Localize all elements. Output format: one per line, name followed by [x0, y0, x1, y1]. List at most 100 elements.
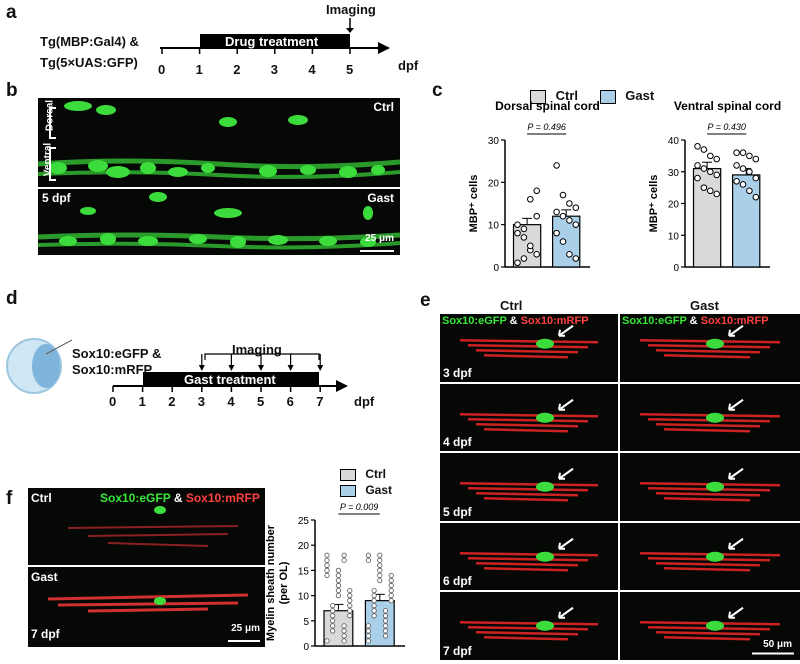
data-point: [746, 187, 753, 195]
data-point: [514, 259, 521, 267]
data-point: [559, 238, 567, 245]
micrograph-e-gast-4dpf: [620, 383, 800, 451]
data-point: [341, 557, 347, 563]
myelin-sheath: [483, 636, 569, 641]
myelin-sheath: [655, 492, 761, 497]
data-point: [694, 174, 701, 182]
y-axis-label: (per OL): [278, 561, 290, 604]
myelin-sheath: [655, 349, 761, 354]
data-point: [746, 168, 753, 176]
ctrl-header-e: Ctrl: [500, 298, 523, 313]
oligodendrocyte-cell: [536, 481, 554, 492]
marker-green-f: Sox10:eGFP: [100, 491, 171, 505]
data-point: [746, 152, 753, 160]
data-point: [365, 638, 372, 644]
micrograph-drawing: [459, 398, 599, 432]
legend-swatch-ctrl-f: [340, 468, 356, 481]
micrograph-drawing: [639, 467, 781, 502]
data-point: [341, 552, 347, 558]
myelin-sheath: [483, 497, 569, 502]
oligodendrocyte-cell: [706, 481, 724, 492]
arrow-icon: [558, 398, 574, 411]
y-tick-label: 20: [298, 541, 310, 552]
data-point: [365, 552, 372, 558]
legend-label-ctrl: Ctrl: [555, 88, 579, 103]
data-point: [527, 242, 534, 250]
micrograph-e-ctrl-5dpf: 5 dpf: [440, 453, 618, 521]
data-point: [324, 552, 330, 558]
data-point: [707, 187, 714, 195]
myelin-sheath: [663, 636, 751, 641]
myelin-sheath: [663, 427, 751, 432]
data-point: [341, 638, 347, 644]
marker-red-e: Sox10:mRFP: [520, 315, 589, 327]
data-point: [520, 234, 528, 241]
legend-swatch-gast-f: [340, 484, 356, 497]
tick-label-d: 7: [316, 394, 324, 409]
myelin-sheath: [475, 422, 579, 427]
imaging-arrowhead-d: [228, 365, 235, 371]
y-axis-label: MBP⁺ cells: [468, 175, 480, 233]
data-point: [553, 162, 560, 169]
data-point: [382, 628, 389, 634]
age-label-b: 5 dpf: [42, 191, 71, 205]
data-point: [347, 608, 353, 614]
data-point: [388, 598, 394, 604]
y-tick-label: 30: [488, 136, 500, 147]
data-point: [520, 255, 528, 262]
marker-green-e: Sox10:eGFP: [442, 315, 507, 327]
bar-ctrl: [692, 167, 722, 268]
data-point: [388, 593, 394, 599]
myelin-sheath: [459, 551, 599, 556]
myelin-sheath: [467, 556, 589, 561]
data-point: [324, 557, 330, 563]
drug-treatment-label: Drug treatment: [225, 34, 319, 49]
myelin-sheath: [475, 492, 579, 497]
micrograph-e-ctrl-4dpf: 4 dpf: [440, 383, 618, 451]
data-point: [572, 255, 580, 262]
data-point: [324, 562, 330, 568]
panel-label-b: b: [6, 80, 18, 101]
tick-label-d: 1: [138, 394, 146, 409]
data-point: [365, 557, 372, 563]
micrograph-e-ctrl-3dpf: 3 dpf Sox10:eGFP & Sox10:mRFP: [440, 314, 618, 382]
data-point: [330, 623, 336, 629]
micrograph-e-gast-7dpf: 50 μm: [620, 592, 800, 660]
gast-treatment-label: Gast treatment: [184, 372, 276, 387]
amp-e: &: [506, 315, 521, 327]
data-point: [707, 152, 714, 160]
data-point: [533, 251, 540, 258]
myelin-sheath: [459, 339, 599, 344]
data-point: [371, 608, 377, 614]
data-point: [347, 613, 353, 619]
data-point: [700, 165, 708, 172]
p-value-label: P = 0.430: [707, 122, 745, 132]
panel-label-a: a: [6, 2, 17, 23]
legend-swatch-ctrl: [530, 89, 546, 104]
legend-f: Ctrl Gast: [340, 466, 392, 498]
dpf-unit-d: dpf: [354, 394, 375, 409]
imaging-arrowhead-d: [258, 365, 264, 371]
imaging-arrowhead-d: [198, 365, 205, 371]
marker-labels-e: Sox10:eGFP & Sox10:mRFP: [442, 315, 589, 327]
imaging-arrowhead-d: [317, 365, 324, 371]
data-point: [514, 229, 521, 237]
tick-label-a: 2: [233, 62, 241, 77]
imaging-arrowhead-d: [287, 365, 294, 371]
oligodendrocyte-cell: [706, 551, 724, 562]
data-point: [694, 162, 701, 169]
y-axis-label: Myelin sheath number: [265, 524, 277, 641]
data-point: [371, 613, 377, 619]
myelin-sheath: [483, 427, 569, 432]
myelin-sheath: [467, 417, 589, 422]
myelin-sheath: [655, 561, 761, 566]
data-point: [713, 171, 721, 179]
data-point: [733, 149, 740, 157]
y-tick-label: 10: [668, 231, 680, 242]
data-point: [388, 572, 394, 579]
data-point: [347, 587, 353, 594]
data-point: [382, 623, 389, 629]
arrow-icon: [728, 606, 744, 619]
data-point: [341, 628, 347, 634]
legend-c: Ctrl Gast: [530, 88, 654, 104]
